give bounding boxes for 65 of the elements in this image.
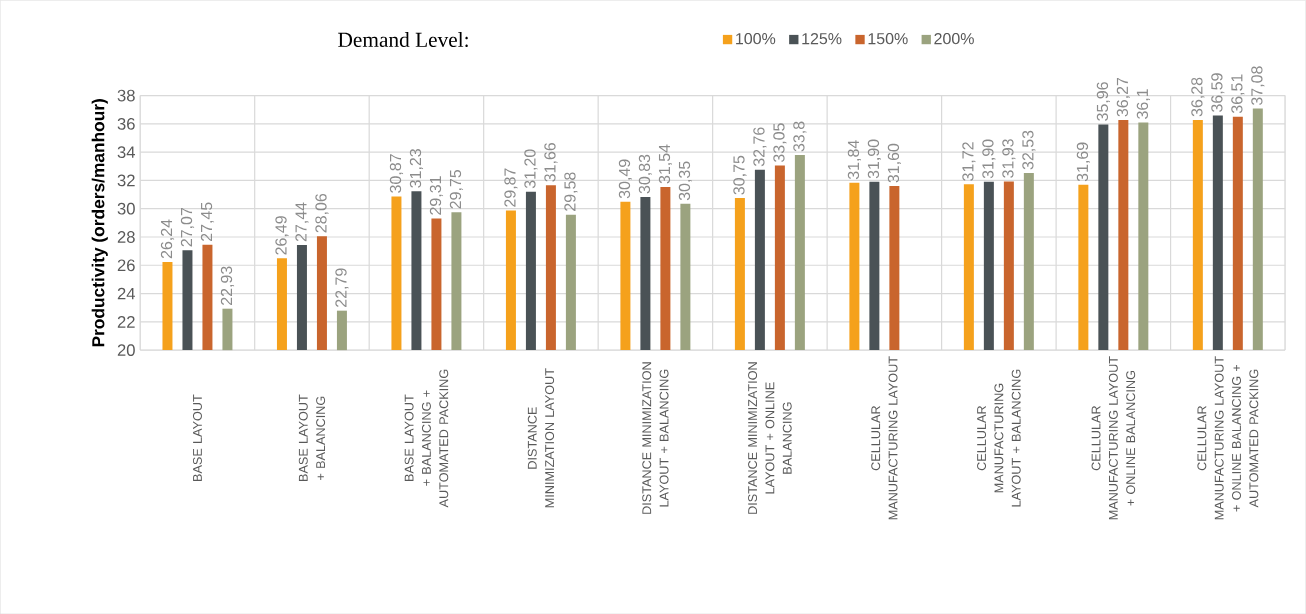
data-label: 36,59 [1211, 73, 1225, 112]
data-label: 29,58 [564, 172, 578, 211]
x-tick-label: CELLULAR MANUFACTURING LAYOUT + ONLINE BALANCING [1091, 356, 1136, 520]
data-label: 31,60 [887, 143, 901, 183]
x-tick-label: CELLULAR MANUFACTURING LAYOUT + BALANCING [977, 369, 1021, 507]
data-label: 32,76 [753, 127, 767, 166]
data-label: 26,49 [275, 216, 289, 255]
data-label: 22,93 [220, 266, 235, 305]
data-label: 32,53 [1022, 130, 1036, 170]
data-label: 29,75 [449, 169, 464, 209]
data-label: 30,87 [389, 154, 404, 193]
y-tick-label: 28 [117, 230, 135, 243]
data-label: 27,44 [295, 202, 309, 242]
x-tick-label: DISTANCE MINIMIZATION LAYOUT + BALANCING [642, 362, 669, 514]
data-label: 31,66 [544, 142, 558, 182]
y-tick-label: 24 [117, 287, 136, 300]
data-label: 36,51 [1231, 74, 1245, 113]
data-label: 31,93 [1002, 139, 1016, 178]
x-tick-label: BASE LAYOUT [192, 394, 202, 481]
y-tick-label: 34 [117, 146, 136, 158]
x-tick-label: CELLULAR MANUFACTURING LAYOUT + ONLINE BALANCING + AUTOMATED PACKING [1197, 356, 1259, 520]
data-label: 33,8 [793, 121, 807, 152]
x-tick-label: DISTANCE MINIMIZATION LAYOUT [527, 368, 555, 508]
data-label: 28,06 [315, 193, 329, 233]
x-tick-label: CELLULAR MANUFACTURING LAYOUT [871, 356, 898, 520]
data-label: 31,23 [409, 148, 424, 188]
data-label: 22,79 [335, 268, 349, 307]
y-tick-label: 26 [117, 259, 135, 272]
y-tick-label: 32 [117, 174, 135, 187]
y-tick-label: 36 [117, 117, 135, 130]
data-label: 31,54 [658, 144, 673, 184]
y-tick-label: 20 [117, 344, 135, 356]
data-label: 26,24 [160, 219, 175, 259]
legend-label: 100% [736, 32, 776, 45]
data-label: 29,31 [429, 176, 444, 215]
data-label: 30,75 [733, 155, 747, 195]
data-label: 31,90 [867, 139, 881, 179]
data-label: 35,96 [1096, 82, 1110, 121]
x-tick-label: BASE LAYOUT + BALANCING + AUTOMATED PACKING [404, 369, 449, 508]
x-tick-label: BASE LAYOUT + BALANCING [298, 394, 326, 481]
y-tick-label: 38 [117, 89, 135, 102]
data-label: 29,87 [504, 168, 518, 207]
data-label: 33,05 [773, 123, 787, 162]
data-label: 27,45 [200, 202, 215, 241]
data-label: 31,90 [982, 139, 996, 179]
data-label: 36,1 [1136, 89, 1150, 119]
legend-label: 150% [868, 32, 908, 45]
data-label: 36,27 [1116, 77, 1130, 117]
x-tick-label: DISTANCE MINIMIZATION LAYOUT + ONLINE BALANCING [748, 362, 792, 514]
data-label: 31,72 [962, 142, 976, 181]
data-label: 30,49 [618, 159, 633, 199]
data-label: 31,69 [1076, 142, 1090, 182]
data-label: 30,35 [678, 161, 692, 201]
y-tick-label: 22 [117, 315, 135, 328]
y-tick-label: 30 [117, 202, 135, 215]
data-label: 31,84 [847, 140, 861, 179]
data-label: 31,20 [524, 149, 538, 189]
y-axis-title: Productivity (orders/manhour) [91, 98, 108, 347]
data-label: 27,07 [180, 207, 195, 247]
data-label: 37,08 [1251, 66, 1265, 105]
legend-title: Demand Level: [338, 31, 468, 47]
data-label: 36,28 [1191, 77, 1205, 117]
data-label: 30,83 [638, 154, 653, 194]
legend-label: 200% [934, 32, 974, 45]
legend-label: 125% [802, 32, 842, 45]
